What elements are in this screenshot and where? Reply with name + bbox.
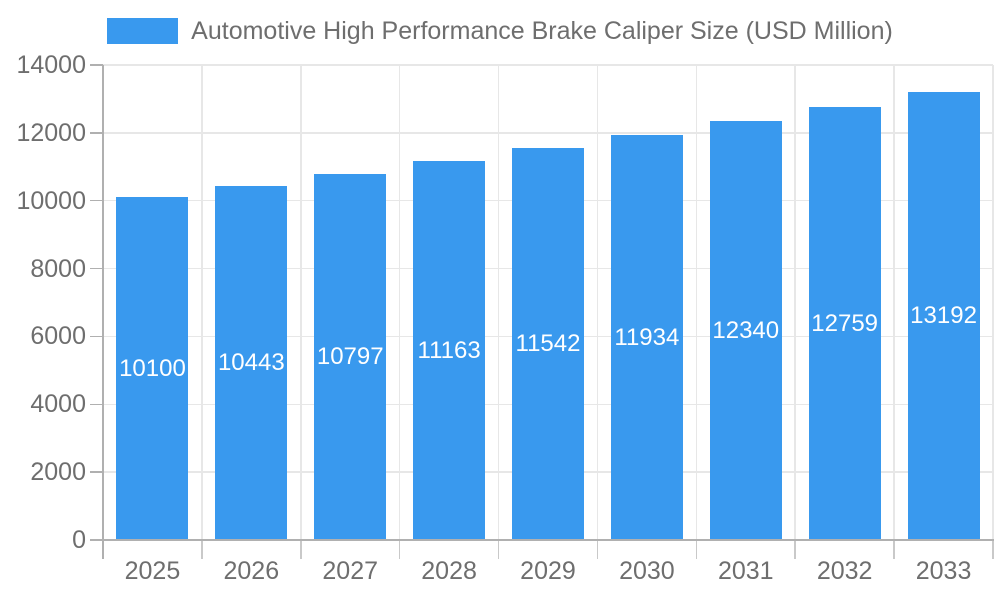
- h-gridline: [103, 132, 993, 134]
- y-axis-tick-label: 10000: [16, 186, 86, 215]
- x-axis-tick-label: 2027: [322, 557, 379, 585]
- x-axis-tick: [794, 540, 796, 559]
- y-axis-tick-label: 6000: [30, 322, 86, 351]
- v-gridline: [497, 65, 500, 540]
- bar-value-label: 10443: [217, 348, 285, 376]
- x-axis-tick-label: 2026: [223, 557, 280, 585]
- x-axis-tick: [992, 540, 994, 559]
- y-axis-tick: [90, 132, 103, 134]
- y-axis-tick: [90, 539, 103, 541]
- y-axis-tick: [90, 335, 103, 338]
- x-axis-tick-label: 2032: [816, 557, 873, 585]
- x-axis-tick-label: 2028: [421, 557, 477, 585]
- bar: [215, 185, 288, 540]
- y-axis-tick: [90, 267, 103, 270]
- v-gridline: [201, 65, 203, 540]
- y-axis-tick: [90, 403, 103, 406]
- x-axis-tick: [695, 540, 698, 559]
- y-axis-tick-label: 0: [72, 526, 86, 554]
- x-axis-tick-label: 2029: [520, 557, 576, 585]
- v-gridline: [596, 65, 599, 540]
- y-axis-line: [102, 65, 104, 559]
- bar: [116, 197, 189, 540]
- y-axis-tick-label: 4000: [30, 390, 86, 419]
- bar: [907, 92, 980, 540]
- bar-value-label: 10797: [316, 342, 384, 370]
- bar-value-label: 11163: [417, 336, 481, 364]
- v-gridline: [992, 65, 994, 540]
- bar-value-label: 10100: [119, 354, 186, 382]
- bar: [512, 148, 584, 540]
- bar-value-label: 12759: [811, 309, 879, 337]
- x-axis-tick: [893, 540, 895, 559]
- bar: [314, 173, 387, 540]
- v-gridline: [398, 65, 401, 540]
- bar: [709, 121, 782, 540]
- x-axis-tick: [201, 540, 203, 559]
- legend[interactable]: Automotive High Performance Brake Calipe…: [0, 10, 1000, 52]
- y-axis-tick-label: 8000: [30, 254, 86, 283]
- y-axis-tick: [90, 471, 103, 473]
- v-gridline: [695, 65, 698, 540]
- v-gridline: [794, 65, 796, 540]
- v-gridline: [893, 65, 895, 540]
- legend-swatch: [107, 18, 179, 44]
- y-axis-tick-label: 14000: [16, 51, 86, 79]
- legend-label: Automotive High Performance Brake Calipe…: [191, 17, 893, 45]
- y-axis-tick-label: 12000: [16, 118, 86, 147]
- x-axis-tick-label: 2025: [124, 557, 181, 585]
- bar-value-label: 13192: [910, 302, 977, 330]
- bar-value-label: 11934: [614, 323, 680, 351]
- x-axis-tick-label: 2031: [717, 557, 774, 585]
- bar: [808, 107, 881, 540]
- bar: [413, 161, 486, 540]
- y-axis-tick-label: 2000: [30, 458, 86, 487]
- x-axis-line: [102, 539, 994, 541]
- v-gridline: [300, 65, 302, 540]
- bar-value-label: 11542: [515, 330, 581, 358]
- x-axis-tick-label: 2033: [915, 557, 972, 585]
- x-axis-tick-label: 2030: [619, 557, 675, 585]
- x-axis-tick: [398, 540, 401, 559]
- bar-value-label: 12340: [712, 316, 780, 344]
- h-gridline: [103, 64, 993, 66]
- y-axis-tick: [90, 199, 103, 202]
- x-axis-tick: [497, 540, 500, 559]
- bar: [610, 135, 683, 540]
- y-axis-tick: [90, 64, 103, 66]
- x-axis-tick: [300, 540, 302, 559]
- x-axis-tick: [596, 540, 599, 559]
